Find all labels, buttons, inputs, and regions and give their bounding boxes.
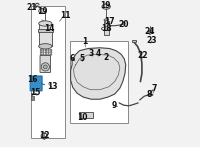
Text: 14: 14 <box>44 24 55 33</box>
Text: 8: 8 <box>147 90 152 99</box>
Bar <box>38 29 53 32</box>
Text: 15: 15 <box>30 88 40 97</box>
FancyBboxPatch shape <box>40 55 50 72</box>
Circle shape <box>50 54 52 55</box>
Circle shape <box>41 63 49 71</box>
Text: 22: 22 <box>137 51 148 60</box>
Text: 7: 7 <box>152 84 157 93</box>
FancyBboxPatch shape <box>30 76 42 91</box>
Circle shape <box>48 49 49 51</box>
Text: 20: 20 <box>118 20 129 29</box>
Ellipse shape <box>39 21 52 26</box>
Circle shape <box>40 51 42 53</box>
Text: 2: 2 <box>103 53 109 62</box>
Circle shape <box>122 22 125 25</box>
Text: 6: 6 <box>69 54 75 63</box>
Text: 21: 21 <box>26 2 37 12</box>
Text: 11: 11 <box>60 11 71 20</box>
Bar <box>70 41 128 123</box>
Bar <box>39 24 52 46</box>
Circle shape <box>45 51 47 53</box>
Text: 24: 24 <box>144 27 154 36</box>
Circle shape <box>50 49 52 51</box>
Bar <box>79 112 93 118</box>
Text: 4: 4 <box>96 49 101 58</box>
Circle shape <box>43 49 44 51</box>
Circle shape <box>45 49 47 51</box>
Bar <box>31 6 65 138</box>
Text: 12: 12 <box>39 131 49 140</box>
Ellipse shape <box>104 19 108 21</box>
Text: 23: 23 <box>146 36 157 45</box>
Text: 5: 5 <box>79 54 84 63</box>
Bar <box>104 21 109 35</box>
Circle shape <box>48 51 49 53</box>
Text: 10: 10 <box>77 113 88 122</box>
Text: 19: 19 <box>101 1 111 10</box>
Circle shape <box>40 54 42 55</box>
Ellipse shape <box>39 44 52 49</box>
Bar <box>132 40 136 42</box>
Text: 17: 17 <box>104 17 115 26</box>
Circle shape <box>40 49 42 51</box>
Text: 16: 16 <box>27 75 38 84</box>
Text: 9: 9 <box>111 101 117 110</box>
Text: 3: 3 <box>89 49 94 58</box>
Text: 18: 18 <box>101 24 112 33</box>
Circle shape <box>43 51 44 53</box>
Circle shape <box>50 51 52 53</box>
Bar <box>148 30 152 31</box>
Text: 19: 19 <box>37 6 47 16</box>
Circle shape <box>45 54 47 55</box>
Circle shape <box>105 20 109 24</box>
Text: 1: 1 <box>82 37 87 46</box>
Circle shape <box>43 65 47 69</box>
Polygon shape <box>71 48 126 99</box>
Circle shape <box>148 30 152 34</box>
Text: 13: 13 <box>47 82 57 91</box>
Circle shape <box>43 54 44 55</box>
Polygon shape <box>31 93 34 100</box>
Circle shape <box>48 54 49 55</box>
